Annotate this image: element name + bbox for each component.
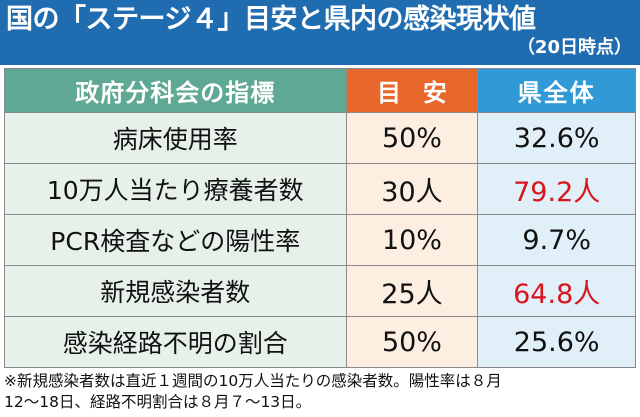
row-prefecture: 64.8人 xyxy=(477,265,636,317)
row-prefecture: 32.6% xyxy=(477,112,636,164)
footnote-line: 12～18日、経路不明割合は８月７～13日。 xyxy=(4,393,312,411)
row-indicator: 病床使用率 xyxy=(4,112,347,164)
row-target: 50% xyxy=(345,316,479,368)
indicator-table: 政府分科会の指標 目安 県全体 病床使用率 50% 32.6% 10万人当たり療… xyxy=(4,68,636,368)
table-row: 病床使用率 50% 32.6% xyxy=(4,112,636,164)
row-target: 50% xyxy=(345,112,479,164)
header-banner: 国の「ステージ４」目安と県内の感染現状値 （20日時点） xyxy=(0,0,640,65)
row-indicator: 感染経路不明の割合 xyxy=(4,316,347,368)
header-prefecture: 県全体 xyxy=(477,68,636,113)
table-row: 10万人当たり療養者数 30人 79.2人 xyxy=(4,163,636,215)
table-header-row: 政府分科会の指標 目安 県全体 xyxy=(4,68,636,113)
table-row: PCR検査などの陽性率 10% 9.7% xyxy=(4,214,636,266)
row-prefecture: 25.6% xyxy=(477,316,636,368)
header-target: 目安 xyxy=(345,68,479,113)
footnote-line: ※新規感染者数は直近１週間の10万人当たりの感染者数。陽性率は８月 xyxy=(4,372,502,390)
page-title: 国の「ステージ４」目安と県内の感染現状値 xyxy=(6,4,536,35)
page-subtitle: （20日時点） xyxy=(516,37,632,58)
row-target: 10% xyxy=(345,214,479,266)
row-prefecture: 79.2人 xyxy=(477,163,636,215)
row-indicator: PCR検査などの陽性率 xyxy=(4,214,347,266)
row-target: 25人 xyxy=(345,265,479,317)
header-indicator: 政府分科会の指標 xyxy=(4,68,347,113)
row-target: 30人 xyxy=(345,163,479,215)
footnote: ※新規感染者数は直近１週間の10万人当たりの感染者数。陽性率は８月 12～18日… xyxy=(4,371,638,413)
row-indicator: 10万人当たり療養者数 xyxy=(4,163,347,215)
table-row: 新規感染者数 25人 64.8人 xyxy=(4,265,636,317)
row-prefecture: 9.7% xyxy=(477,214,636,266)
table-row: 感染経路不明の割合 50% 25.6% xyxy=(4,316,636,368)
row-indicator: 新規感染者数 xyxy=(4,265,347,317)
